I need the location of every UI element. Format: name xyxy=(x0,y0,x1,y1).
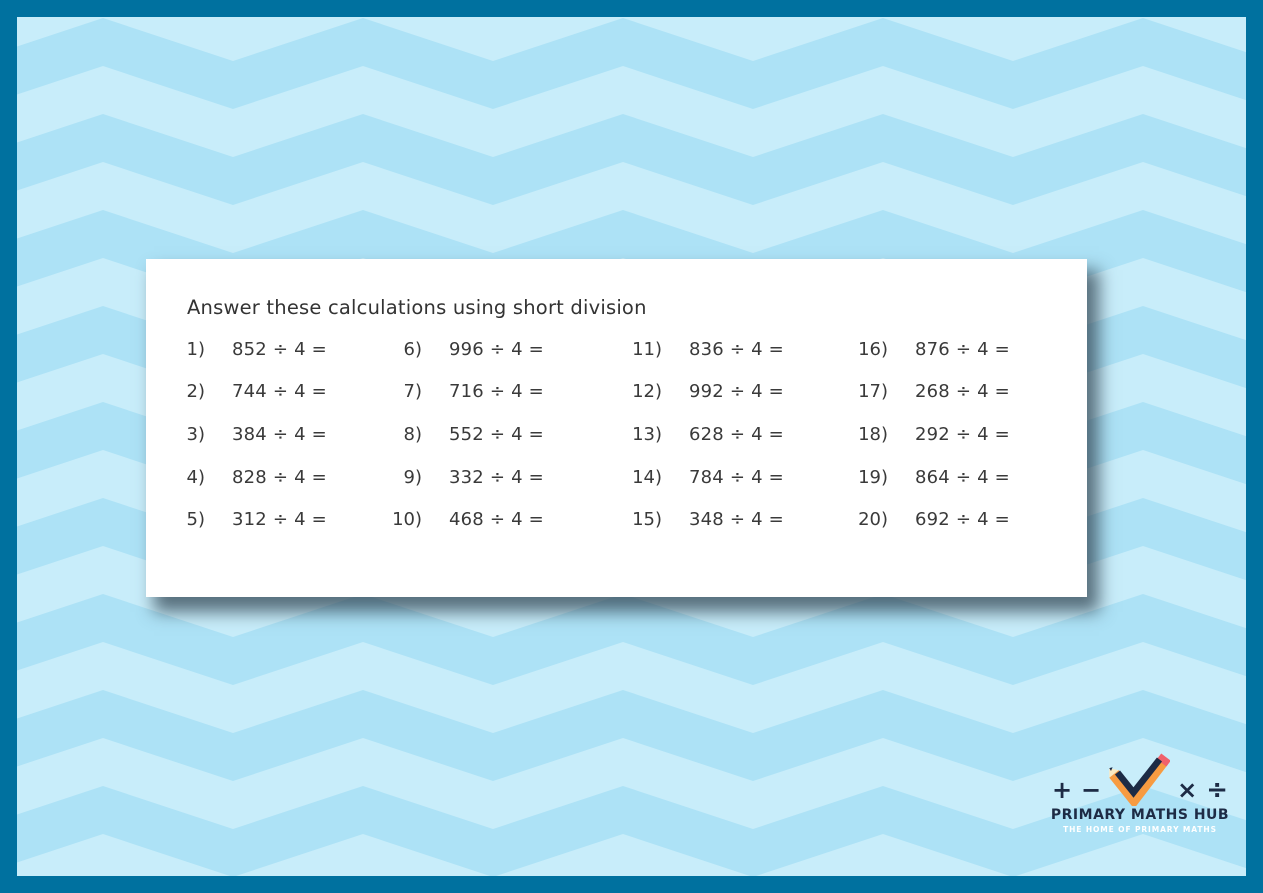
problem-expression: 628 ÷ 4 = xyxy=(689,423,784,445)
problem-expression: 468 ÷ 4 = xyxy=(449,509,544,531)
problem-expression: 784 ÷ 4 = xyxy=(689,466,784,488)
problem-expression: 836 ÷ 4 = xyxy=(689,338,784,360)
multiply-icon: × xyxy=(1177,776,1198,804)
problem-expression: 864 ÷ 4 = xyxy=(915,466,1010,488)
problem-item: 13) 628 ÷ 4 = xyxy=(629,413,855,456)
problem-item: 17) 268 ÷ 4 = xyxy=(855,371,1087,414)
problem-expression: 744 ÷ 4 = xyxy=(232,381,327,403)
plus-icon: + xyxy=(1051,776,1073,804)
problem-number: 14) xyxy=(632,466,662,488)
problem-expression: 384 ÷ 4 = xyxy=(232,423,327,445)
problem-item: 4) 828 ÷ 4 = xyxy=(172,456,389,499)
problem-number: 20) xyxy=(858,509,888,531)
problem-expression: 312 ÷ 4 = xyxy=(232,509,327,531)
problem-expression: 716 ÷ 4 = xyxy=(449,381,544,403)
problem-expression: 996 ÷ 4 = xyxy=(449,338,544,360)
pencil-check-icon xyxy=(1109,753,1171,806)
problem-item: 18) 292 ÷ 4 = xyxy=(855,413,1087,456)
problem-number: 3) xyxy=(186,423,205,445)
logo-symbols-row: + − × ÷ xyxy=(1048,753,1232,806)
problem-number: 5) xyxy=(186,509,205,531)
logo-title: PRIMARY MATHS HUB xyxy=(1050,807,1230,823)
problem-expression: 876 ÷ 4 = xyxy=(915,338,1010,360)
problem-number: 7) xyxy=(403,381,422,403)
problem-number: 18) xyxy=(858,423,888,445)
divide-icon: ÷ xyxy=(1206,775,1229,805)
problem-item: 5) 312 ÷ 4 = xyxy=(172,498,389,541)
problem-item: 15) 348 ÷ 4 = xyxy=(629,498,855,541)
problem-expression: 348 ÷ 4 = xyxy=(689,509,784,531)
primary-maths-hub-logo: + − × ÷ PRIMARY MATHS HUB THE HOME OF PR… xyxy=(1048,753,1232,834)
problem-number: 19) xyxy=(858,466,888,488)
worksheet-instruction: Answer these calculations using short di… xyxy=(187,296,647,319)
problem-item: 1) 852 ÷ 4 = xyxy=(172,328,389,371)
problem-number: 2) xyxy=(186,381,205,403)
problem-expression: 692 ÷ 4 = xyxy=(915,509,1010,531)
problem-item: 16) 876 ÷ 4 = xyxy=(855,328,1087,371)
problem-number: 13) xyxy=(632,423,662,445)
problem-number: 11) xyxy=(632,338,662,360)
problem-item: 3) 384 ÷ 4 = xyxy=(172,413,389,456)
problem-number: 17) xyxy=(858,381,888,403)
problem-item: 9) 332 ÷ 4 = xyxy=(389,456,629,499)
problem-expression: 992 ÷ 4 = xyxy=(689,381,784,403)
problem-number: 9) xyxy=(403,466,422,488)
problem-item: 11) 836 ÷ 4 = xyxy=(629,328,855,371)
problem-number: 4) xyxy=(186,466,205,488)
problem-item: 14) 784 ÷ 4 = xyxy=(629,456,855,499)
problem-item: 19) 864 ÷ 4 = xyxy=(855,456,1087,499)
problem-expression: 332 ÷ 4 = xyxy=(449,466,544,488)
problem-item: 12) 992 ÷ 4 = xyxy=(629,371,855,414)
problems-grid: 1) 852 ÷ 4 = 2) 744 ÷ 4 = 3) 384 ÷ 4 = 4) 82… xyxy=(172,328,1087,541)
problem-expression: 552 ÷ 4 = xyxy=(449,423,544,445)
problem-number: 1) xyxy=(186,338,205,360)
problem-item: 2) 744 ÷ 4 = xyxy=(172,371,389,414)
problem-item: 7) 716 ÷ 4 = xyxy=(389,371,629,414)
problem-expression: 268 ÷ 4 = xyxy=(915,381,1010,403)
problem-item: 6) 996 ÷ 4 = xyxy=(389,328,629,371)
problem-item: 20) 692 ÷ 4 = xyxy=(855,498,1087,541)
chevron-background: Answer these calculations using short di… xyxy=(17,17,1246,876)
problem-expression: 852 ÷ 4 = xyxy=(232,338,327,360)
problem-number: 16) xyxy=(858,338,888,360)
logo-subtitle: THE HOME OF PRIMARY MATHS xyxy=(1063,825,1217,834)
problem-item: 10) 468 ÷ 4 = xyxy=(389,498,629,541)
problem-number: 12) xyxy=(632,381,662,403)
problem-expression: 828 ÷ 4 = xyxy=(232,466,327,488)
worksheet-card: Answer these calculations using short di… xyxy=(146,259,1087,597)
problem-item: 8) 552 ÷ 4 = xyxy=(389,413,629,456)
problem-number: 6) xyxy=(403,338,422,360)
problem-expression: 292 ÷ 4 = xyxy=(915,423,1010,445)
problem-number: 15) xyxy=(632,509,662,531)
problem-number: 10) xyxy=(392,509,422,531)
problem-number: 8) xyxy=(403,423,422,445)
minus-icon: − xyxy=(1081,776,1102,804)
